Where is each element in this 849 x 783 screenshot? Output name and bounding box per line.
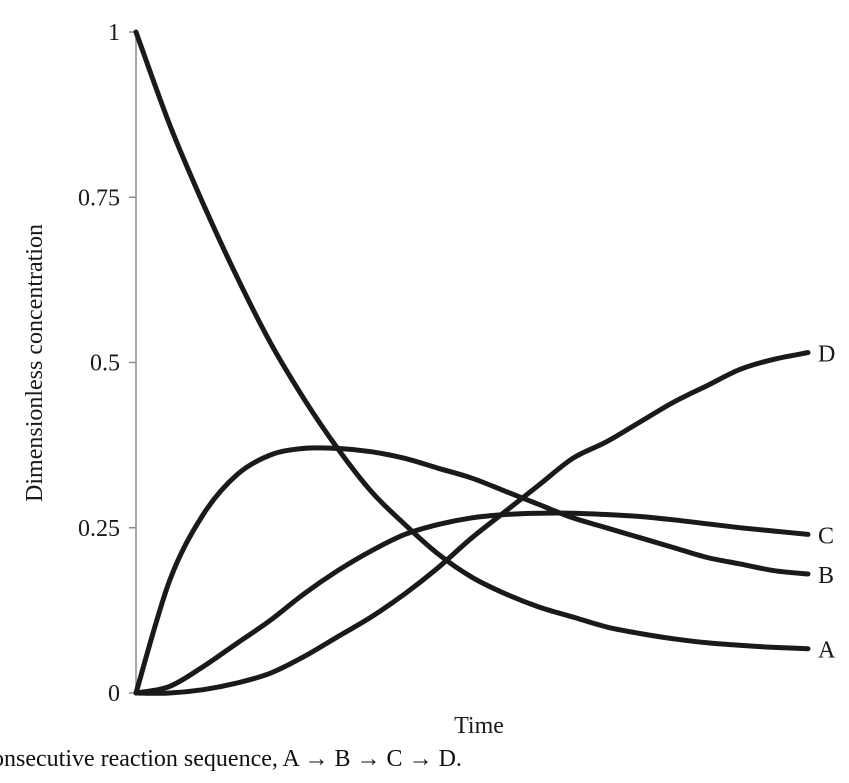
series-line-c — [133, 510, 811, 696]
y-tick-label: 1 — [108, 20, 120, 46]
series-label-d: D — [818, 342, 835, 368]
series-line-d — [133, 350, 811, 696]
y-tick-label: 0.25 — [78, 516, 120, 542]
y-ticks: 0 0.25 0.5 0.75 1 — [78, 20, 136, 707]
series-group — [133, 29, 811, 696]
series-label-c: C — [818, 523, 834, 549]
figure-caption: onsecutive reaction sequence, A → B → C … — [0, 746, 462, 772]
series-line-a — [133, 29, 811, 652]
y-tick-label: 0.5 — [90, 351, 120, 377]
series-label-b: B — [818, 563, 834, 589]
series-labels: A BC D — [818, 342, 836, 664]
series-line-b — [133, 445, 811, 696]
chart: 0 0.25 0.5 0.75 1 A BC D Time Dimensionless co… — [22, 20, 836, 739]
y-tick-label: 0.75 — [78, 185, 120, 211]
x-axis-label: Time — [454, 713, 504, 739]
y-tick-label: 0 — [108, 681, 120, 707]
y-axis-label: Dimensionless concentration — [22, 224, 48, 502]
series-label-a: A — [818, 638, 836, 664]
